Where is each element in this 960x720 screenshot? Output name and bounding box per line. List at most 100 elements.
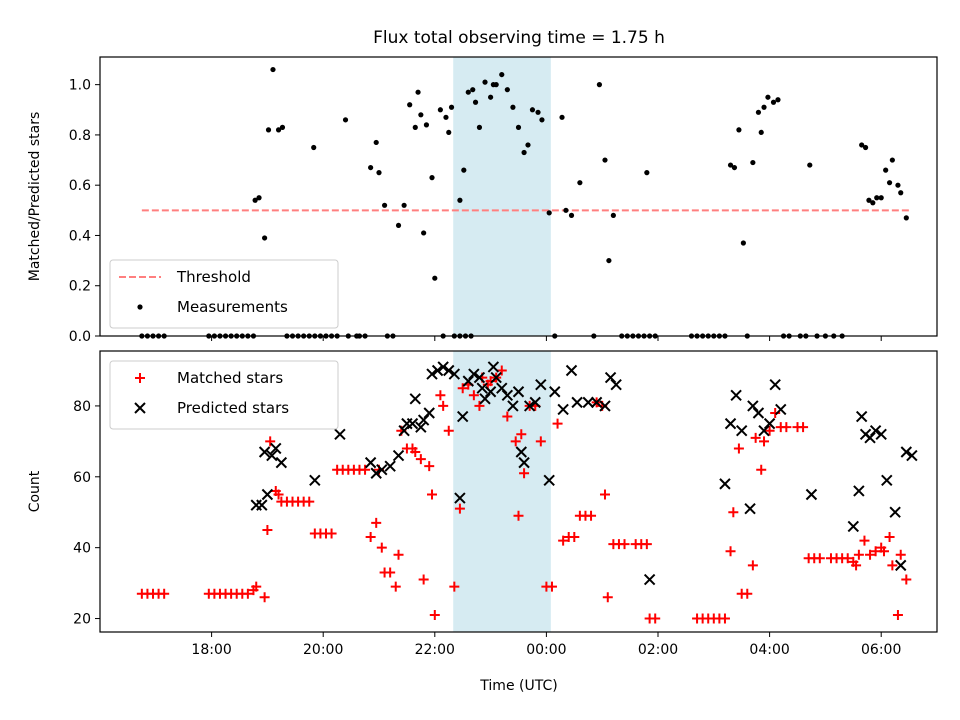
matched-stars-point xyxy=(393,549,404,560)
measurement-point xyxy=(606,257,612,264)
measurement-point xyxy=(539,117,545,123)
y-tick-label: 60 xyxy=(73,470,91,486)
predicted-stars-point xyxy=(599,400,611,412)
matched-stars-point xyxy=(552,418,563,429)
x-tick-label: 00:00 xyxy=(526,642,566,658)
predicted-stars-point xyxy=(895,559,907,572)
matched-stars-point xyxy=(842,553,853,564)
predicted-stars-point xyxy=(334,428,346,440)
predicted-stars-point xyxy=(758,425,770,437)
matched-stars-point xyxy=(454,503,465,514)
predicted-stars-point xyxy=(855,410,868,423)
predicted-stars-point xyxy=(512,386,525,398)
matched-stars-point xyxy=(865,549,876,560)
predicted-stars-point xyxy=(744,502,756,515)
axes-frame xyxy=(99,56,938,337)
measurement-point xyxy=(437,107,443,113)
predicted-stars-point xyxy=(515,446,527,458)
predicted-stars-point xyxy=(747,400,759,412)
matched-stars-point xyxy=(259,592,270,603)
measurement-point xyxy=(563,207,569,213)
measurement-point xyxy=(432,275,438,281)
legend-predicted-swatch xyxy=(134,402,146,414)
predicted-stars-point xyxy=(610,378,622,391)
predicted-stars-point xyxy=(443,364,455,377)
measurement-point xyxy=(270,66,276,73)
measurement-point xyxy=(602,157,608,163)
bottom-panel-counts: 20 40 60 80 18:00 20:00 22:00 00:00 02:00 04:00 06… xyxy=(27,350,938,658)
matched-stars-point xyxy=(742,588,753,599)
matched-stars-point xyxy=(770,408,781,419)
legend-label: Matched stars xyxy=(177,369,283,387)
measurement-point xyxy=(476,124,483,130)
predicted-stars-point xyxy=(523,400,536,412)
matched-stars-point xyxy=(901,574,912,585)
predicted-stars-point xyxy=(426,368,438,380)
predicted-stars-point xyxy=(571,396,583,409)
predicted-stars-point xyxy=(604,371,617,384)
matched-stars-point xyxy=(449,581,460,592)
measurement-point xyxy=(423,122,430,128)
predicted-stars-point xyxy=(484,386,497,398)
measurement-point xyxy=(465,89,471,95)
predicted-stars-point xyxy=(370,467,382,479)
matched-stars-point xyxy=(781,422,792,433)
predicted-stars-point xyxy=(476,382,488,394)
y-tick-label: 0.6 xyxy=(69,178,91,194)
measurement-point xyxy=(262,235,268,241)
predicted-stars-point xyxy=(448,368,461,380)
measurement-point xyxy=(775,97,781,103)
predicted-stars-point xyxy=(364,456,377,469)
measurement-point xyxy=(256,195,262,201)
predicted-stars-point xyxy=(275,456,288,469)
predicted-stars-point xyxy=(763,417,776,430)
measurement-point xyxy=(596,82,603,88)
predicted-stars-point xyxy=(900,446,913,458)
predicted-stars-point xyxy=(769,378,781,391)
predicted-stars-point xyxy=(456,410,469,423)
observing-window-band xyxy=(453,57,551,336)
measurement-point xyxy=(368,164,374,171)
measurement-point xyxy=(903,215,909,221)
matched-stars-point xyxy=(859,535,870,546)
measurement-point xyxy=(472,99,479,105)
measurement-point xyxy=(761,104,767,110)
predicted-stars-point xyxy=(417,414,430,426)
predicted-stars-point xyxy=(752,407,765,419)
measurement-point xyxy=(461,167,467,173)
predicted-stars-point xyxy=(847,520,860,533)
measurement-point xyxy=(252,197,258,203)
matched-stars-point xyxy=(853,549,864,560)
measurement-point xyxy=(895,182,901,188)
matched-stars-point xyxy=(535,436,546,447)
predicted-stars-point xyxy=(487,361,500,373)
measurement-point xyxy=(470,87,476,93)
predicted-stars-point xyxy=(730,389,742,402)
matched-stars-point xyxy=(326,528,337,539)
measurement-point xyxy=(510,104,516,110)
measurement-point xyxy=(421,230,427,236)
predicted-stars-point xyxy=(266,449,278,462)
measurement-point xyxy=(265,127,272,133)
predicted-stars-point xyxy=(881,474,893,487)
matched-stars-point xyxy=(242,588,253,599)
legend-label: Threshold xyxy=(176,268,251,286)
matched-stars-point xyxy=(895,549,906,560)
predicted-stars-point xyxy=(735,425,748,437)
matched-stars-point xyxy=(273,489,284,500)
matched-stars-point xyxy=(365,532,376,543)
measurement-point xyxy=(874,195,880,201)
y-tick-label: 0.0 xyxy=(69,329,91,345)
predicted-stars-point xyxy=(590,396,603,409)
matched-stars-point xyxy=(251,581,262,592)
matched-stars-point xyxy=(887,560,898,571)
measurement-point xyxy=(559,114,565,120)
predicted-stars-point xyxy=(875,428,887,440)
measurement-point xyxy=(736,127,742,133)
predicted-stars-point xyxy=(406,417,419,430)
measurement-point xyxy=(529,107,536,113)
measurement-point xyxy=(311,144,317,151)
y-tick-label: 1.0 xyxy=(69,78,91,94)
predicted-stars-point xyxy=(535,378,547,391)
matched-stars-point xyxy=(599,489,610,500)
